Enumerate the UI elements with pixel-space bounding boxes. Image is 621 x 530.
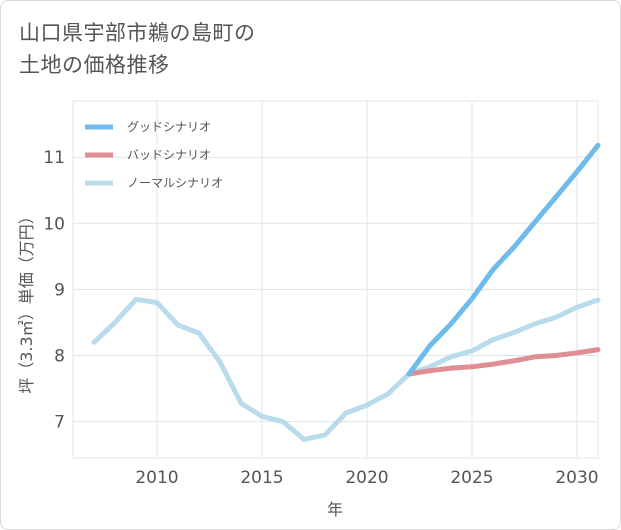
series-lines [91, 142, 601, 442]
x-tick-label: 2025 [450, 468, 493, 488]
x-axis-label: 年 [327, 500, 343, 519]
y-tick-label: 7 [54, 413, 65, 433]
legend-label: バッドシナリオ [127, 148, 211, 162]
legend-label: ノーマルシナリオ [127, 176, 223, 190]
y-tick-label: 8 [54, 347, 65, 367]
y-tick-label: 10 [43, 214, 65, 234]
x-tick-label: 2015 [240, 468, 283, 488]
legend-label: グッドシナリオ [127, 120, 211, 134]
y-tick-label: 9 [54, 280, 65, 300]
x-tick-label: 2030 [555, 468, 598, 488]
axes: 2010 2015 2020 2025 2030 7 8 9 10 11 [43, 148, 598, 488]
x-tick-label: 2010 [135, 468, 178, 488]
series-line-good [406, 142, 601, 377]
y-tick-label: 11 [43, 148, 65, 168]
y-axis-label: 坪（3.3㎡）単価（万円） [17, 208, 36, 393]
series-line-bad [406, 347, 601, 377]
chart-title: 山口県宇部市鵜の島町の 土地の価格推移 [19, 17, 256, 81]
plot-area [72, 100, 599, 459]
x-tick-label: 2020 [345, 468, 388, 488]
grid-lines [73, 101, 598, 458]
series-line-normal [91, 296, 601, 442]
chart-title-line-1: 山口県宇部市鵜の島町の [19, 21, 256, 45]
chart-title-line-2: 土地の価格推移 [19, 53, 170, 77]
